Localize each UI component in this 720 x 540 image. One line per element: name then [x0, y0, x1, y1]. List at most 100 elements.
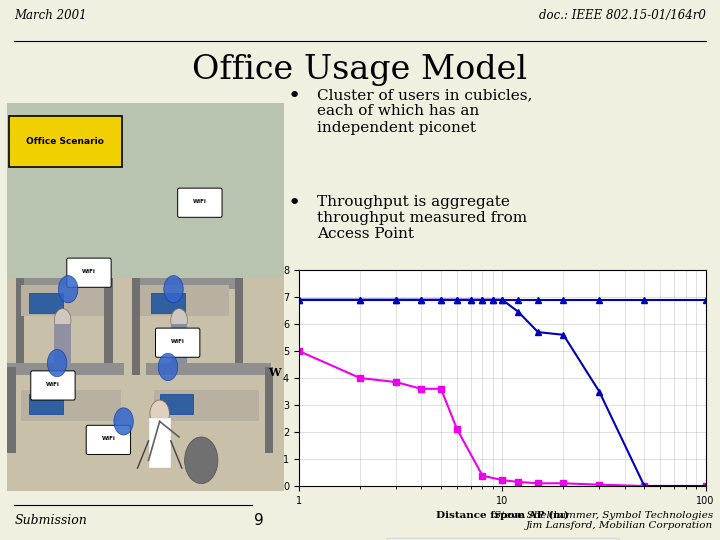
Circle shape — [150, 400, 169, 427]
TR — [701, 483, 710, 489]
Text: Office Usage Model: Office Usage Model — [192, 54, 528, 86]
non TR — [534, 480, 542, 487]
no interference — [467, 296, 475, 303]
Circle shape — [158, 353, 178, 381]
Text: WiFi: WiFi — [82, 269, 96, 274]
Line: no interference: no interference — [296, 297, 708, 302]
Circle shape — [58, 275, 78, 303]
Text: Submission: Submission — [14, 514, 87, 527]
no interference — [478, 296, 487, 303]
no interference — [595, 296, 603, 303]
Bar — [145, 363, 271, 375]
Text: Throughput is aggregate
throughput measured from
Access Point: Throughput is aggregate throughput measu… — [318, 195, 527, 241]
non TR — [701, 483, 710, 489]
Text: WiFi: WiFi — [46, 382, 60, 387]
Bar — [21, 285, 104, 316]
TR — [489, 296, 498, 303]
non TR — [559, 480, 568, 487]
TR — [294, 296, 303, 303]
Circle shape — [114, 408, 133, 435]
TR — [478, 296, 487, 303]
Line: non TR: non TR — [296, 348, 708, 489]
Circle shape — [184, 437, 218, 484]
Text: doc.: IEEE 802.15-01/164r0: doc.: IEEE 802.15-01/164r0 — [539, 9, 706, 22]
Text: 9: 9 — [254, 513, 264, 528]
Text: Cluster of users in cubicles,
each of which has an
independent piconet: Cluster of users in cubicles, each of wh… — [318, 88, 533, 134]
Bar — [148, 417, 171, 468]
TR — [640, 483, 649, 489]
no interference — [514, 296, 523, 303]
non TR — [640, 483, 649, 489]
Text: WiFi: WiFi — [171, 339, 184, 344]
TR — [453, 296, 462, 303]
Text: •: • — [288, 86, 301, 106]
Bar — [160, 394, 193, 414]
Text: Office Scenario: Office Scenario — [27, 137, 104, 146]
non TR — [514, 478, 523, 485]
no interference — [701, 296, 710, 303]
Circle shape — [171, 309, 187, 332]
no interference — [559, 296, 568, 303]
Bar — [16, 278, 112, 289]
no interference — [489, 296, 498, 303]
TR — [559, 332, 568, 338]
Circle shape — [48, 349, 67, 377]
Bar — [140, 285, 229, 316]
non TR — [498, 477, 507, 483]
Text: WiFi: WiFi — [193, 199, 207, 204]
no interference — [436, 296, 445, 303]
Bar — [132, 278, 243, 289]
Bar — [7, 103, 284, 278]
no interference — [392, 296, 400, 303]
TR — [498, 296, 507, 303]
FancyBboxPatch shape — [67, 258, 111, 287]
non TR — [453, 426, 462, 433]
Bar — [154, 390, 259, 421]
no interference — [640, 296, 649, 303]
FancyBboxPatch shape — [9, 116, 122, 167]
no interference — [453, 296, 462, 303]
TR — [356, 296, 364, 303]
TR — [417, 296, 426, 303]
TR — [436, 296, 445, 303]
Bar — [132, 278, 140, 375]
Bar — [7, 363, 124, 375]
FancyBboxPatch shape — [31, 371, 75, 400]
non TR — [417, 386, 426, 392]
FancyBboxPatch shape — [86, 426, 130, 455]
Y-axis label: W: W — [269, 367, 281, 378]
Text: •: • — [288, 193, 301, 213]
Bar — [7, 278, 284, 491]
Legend: no interference, non TR, TR: no interference, non TR, TR — [386, 538, 618, 540]
non TR — [294, 348, 303, 354]
Bar — [30, 293, 63, 313]
Circle shape — [164, 275, 183, 303]
Line: TR: TR — [296, 297, 708, 489]
non TR — [356, 375, 364, 381]
Text: WiFi: WiFi — [102, 436, 115, 441]
non TR — [595, 482, 603, 488]
Bar — [235, 278, 243, 375]
no interference — [534, 296, 542, 303]
no interference — [294, 296, 303, 303]
no interference — [417, 296, 426, 303]
Bar — [21, 390, 121, 421]
FancyBboxPatch shape — [178, 188, 222, 217]
non TR — [436, 386, 445, 392]
TR — [514, 308, 523, 315]
TR — [595, 388, 603, 395]
Bar — [7, 367, 16, 453]
TR — [467, 296, 475, 303]
Bar — [30, 394, 63, 414]
TR — [392, 296, 400, 303]
no interference — [498, 296, 507, 303]
no interference — [356, 296, 364, 303]
Text: March 2001: March 2001 — [14, 9, 87, 22]
X-axis label: Distance frpom AP (m): Distance frpom AP (m) — [436, 511, 569, 521]
Bar — [54, 324, 71, 363]
Bar — [16, 278, 24, 375]
non TR — [478, 472, 487, 479]
TR — [534, 329, 542, 335]
Circle shape — [54, 309, 71, 332]
non TR — [392, 379, 400, 386]
